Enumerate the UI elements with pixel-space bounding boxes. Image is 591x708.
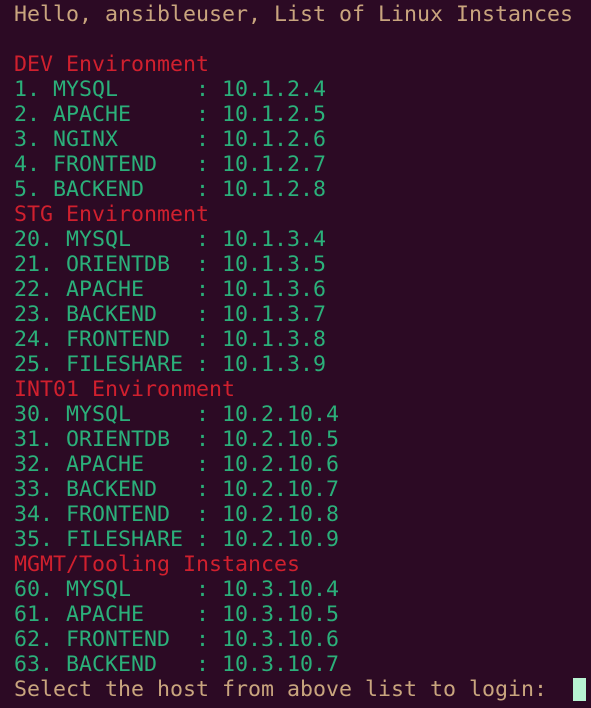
host-ip: 10.1.2.8	[222, 177, 327, 202]
host-number: 32.	[14, 452, 54, 477]
host-ip: 10.1.3.6	[222, 277, 327, 302]
host-name: MYSQL	[53, 77, 119, 102]
host-name: NGINX	[53, 127, 119, 152]
host-name: APACHE	[66, 602, 145, 627]
separator: :	[196, 502, 210, 527]
prompt: Select the host from above list to login…	[14, 677, 548, 702]
host-name: ORIENTDB	[66, 252, 171, 277]
host-name: ORIENTDB	[66, 427, 171, 452]
host-name: APACHE	[53, 102, 132, 127]
host-ip: 10.1.3.4	[222, 227, 327, 252]
host-number: 22.	[14, 277, 54, 302]
cursor	[573, 678, 586, 701]
section-title: INT01 Environment	[14, 377, 236, 402]
separator: :	[196, 627, 210, 652]
separator: :	[196, 277, 210, 302]
host-name: BACKEND	[66, 302, 158, 327]
separator: :	[196, 477, 210, 502]
host-number: 34.	[14, 502, 54, 527]
separator: :	[196, 302, 210, 327]
host-name: MYSQL	[66, 577, 132, 602]
host-name: FRONTEND	[66, 502, 171, 527]
section-title: STG Environment	[14, 202, 210, 227]
host-number: 24.	[14, 327, 54, 352]
separator: :	[196, 602, 210, 627]
greeting: Hello, ansibleuser, List of Linux Instan…	[14, 2, 574, 27]
separator: :	[196, 402, 210, 427]
host-ip: 10.2.10.9	[222, 527, 340, 552]
separator: :	[196, 652, 210, 677]
host-number: 25.	[14, 352, 54, 377]
host-number: 33.	[14, 477, 54, 502]
host-name: MYSQL	[66, 402, 132, 427]
host-number: 1.	[14, 77, 41, 102]
host-number: 60.	[14, 577, 54, 602]
separator: :	[196, 452, 210, 477]
host-name: BACKEND	[66, 477, 158, 502]
host-ip: 10.1.3.9	[222, 352, 327, 377]
host-name: BACKEND	[66, 652, 158, 677]
host-ip: 10.2.10.4	[222, 402, 340, 427]
host-ip: 10.3.10.5	[222, 602, 340, 627]
host-ip: 10.1.2.5	[222, 102, 327, 127]
host-number: 61.	[14, 602, 54, 627]
host-name: FRONTEND	[53, 152, 158, 177]
host-number: 62.	[14, 627, 54, 652]
host-name: MYSQL	[66, 227, 132, 252]
host-number: 23.	[14, 302, 54, 327]
host-name: FILESHARE	[66, 527, 184, 552]
separator: :	[196, 527, 210, 552]
host-ip: 10.1.2.4	[222, 77, 327, 102]
host-ip: 10.3.10.6	[222, 627, 340, 652]
host-ip: 10.2.10.8	[222, 502, 340, 527]
section-title: MGMT/Tooling Instances	[14, 552, 301, 577]
separator: :	[196, 152, 210, 177]
host-ip: 10.1.2.6	[222, 127, 327, 152]
host-ip: 10.1.3.5	[222, 252, 327, 277]
separator: :	[196, 177, 210, 202]
host-number: 2.	[14, 102, 41, 127]
host-name: APACHE	[66, 452, 145, 477]
separator: :	[196, 327, 210, 352]
host-number: 30.	[14, 402, 54, 427]
host-ip: 10.2.10.5	[222, 427, 340, 452]
separator: :	[196, 227, 210, 252]
host-ip: 10.1.3.7	[222, 302, 327, 327]
separator: :	[196, 577, 210, 602]
separator: :	[196, 77, 210, 102]
host-name: BACKEND	[53, 177, 145, 202]
host-ip: 10.1.3.8	[222, 327, 327, 352]
host-number: 31.	[14, 427, 54, 452]
separator: :	[196, 352, 210, 377]
separator: :	[196, 102, 210, 127]
separator: :	[196, 127, 210, 152]
host-number: 20.	[14, 227, 54, 252]
host-number: 35.	[14, 527, 54, 552]
host-number: 5.	[14, 177, 41, 202]
separator: :	[196, 252, 210, 277]
host-ip: 10.1.2.7	[222, 152, 327, 177]
host-number: 21.	[14, 252, 54, 277]
host-name: APACHE	[66, 277, 145, 302]
host-ip: 10.2.10.6	[222, 452, 340, 477]
host-ip: 10.3.10.4	[222, 577, 340, 602]
host-number: 3.	[14, 127, 41, 152]
section-title: DEV Environment	[14, 52, 210, 77]
host-number: 63.	[14, 652, 54, 677]
host-ip: 10.2.10.7	[222, 477, 340, 502]
host-name: FRONTEND	[66, 627, 171, 652]
separator: :	[196, 427, 210, 452]
host-name: FRONTEND	[66, 327, 171, 352]
host-number: 4.	[14, 152, 41, 177]
host-name: FILESHARE	[66, 352, 184, 377]
host-ip: 10.3.10.7	[222, 652, 340, 677]
